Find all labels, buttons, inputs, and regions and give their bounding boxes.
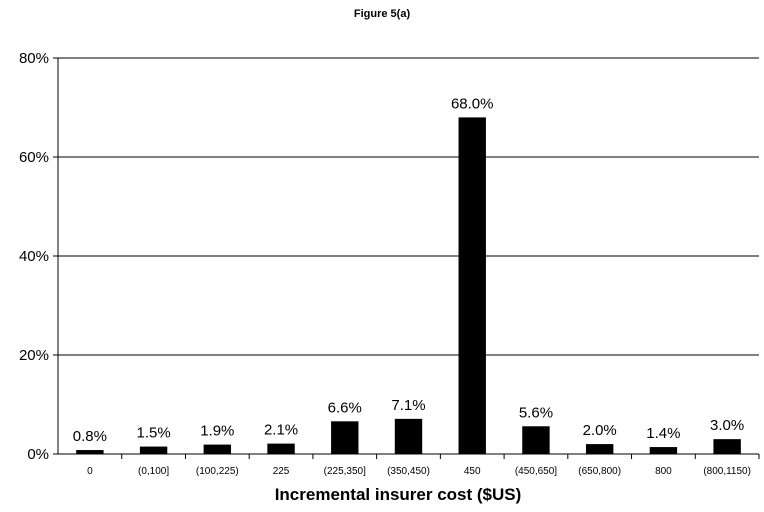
x-axis-ticks: 0 (0,100] (100,225) 225 (225,350] (350,450) 45… xyxy=(87,454,760,477)
bar xyxy=(267,443,295,454)
bar xyxy=(203,444,232,454)
y-tick-label: 0% xyxy=(27,446,49,463)
y-axis-ticks: 0% 20% 40% 60% 80% xyxy=(19,50,58,463)
y-tick-label: 20% xyxy=(19,347,49,364)
axes xyxy=(57,58,759,455)
data-labels: 0.8% 1.5% 1.9% 2.1% 6.6% 7.1% 68.0% 5.6% 2.0% 1.4… xyxy=(73,95,744,445)
bar xyxy=(139,446,168,454)
x-tick-label: (0,100] xyxy=(138,466,169,477)
data-label: 1.5% xyxy=(136,425,170,442)
data-label: 1.4% xyxy=(646,425,680,442)
x-tick-label: (450,650] xyxy=(515,466,557,477)
chart-title: Figure 5(a) xyxy=(354,8,411,20)
data-label: 3.0% xyxy=(710,417,744,434)
bar xyxy=(649,447,678,454)
x-tick-label: 225 xyxy=(273,466,290,477)
bar xyxy=(458,117,486,455)
data-label: 68.0% xyxy=(451,95,494,112)
bar xyxy=(76,450,104,454)
data-label: 6.6% xyxy=(328,399,362,416)
bar xyxy=(585,444,614,454)
x-tick-label: (225,350] xyxy=(324,466,366,477)
x-tick-label: 800 xyxy=(655,466,672,477)
data-label: 2.1% xyxy=(264,422,298,439)
data-label: 2.0% xyxy=(583,422,617,439)
data-label: 5.6% xyxy=(519,404,553,421)
bar xyxy=(394,418,423,454)
x-tick-label: (100,225) xyxy=(196,466,239,477)
bar xyxy=(331,421,359,454)
x-tick-label: (800,1150) xyxy=(703,466,751,477)
x-tick-label: 0 xyxy=(87,466,93,477)
data-label: 1.9% xyxy=(200,423,234,440)
y-tick-label: 60% xyxy=(19,149,49,166)
gridlines xyxy=(58,57,759,356)
x-tick-label: (350,450) xyxy=(387,466,430,477)
bars xyxy=(76,117,741,455)
x-tick-label: (650,800) xyxy=(578,466,621,477)
y-tick-label: 40% xyxy=(19,248,49,265)
data-label: 7.1% xyxy=(391,397,425,414)
x-tick-label: 450 xyxy=(464,466,481,477)
y-tick-label: 80% xyxy=(19,50,49,67)
x-axis-title: Incremental insurer cost ($US) xyxy=(275,485,522,504)
data-label: 0.8% xyxy=(73,428,107,445)
bar xyxy=(713,439,741,454)
bar xyxy=(522,426,550,454)
